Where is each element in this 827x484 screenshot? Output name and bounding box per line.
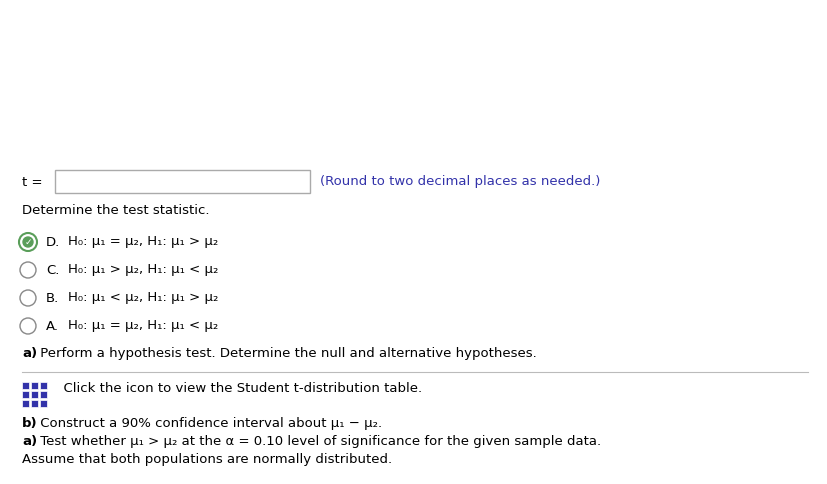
Circle shape [20,290,36,306]
FancyBboxPatch shape [40,400,47,407]
Circle shape [20,262,36,278]
Text: Construct a 90% confidence interval about μ₁ − μ₂.: Construct a 90% confidence interval abou… [36,418,382,430]
Text: Assume that both populations are normally distributed.: Assume that both populations are normall… [22,454,392,467]
Text: Test whether μ₁ > μ₂ at the α = 0.10 level of significance for the given sample : Test whether μ₁ > μ₂ at the α = 0.10 lev… [36,436,600,449]
Text: H₀: μ₁ = μ₂, H₁: μ₁ > μ₂: H₀: μ₁ = μ₂, H₁: μ₁ > μ₂ [68,236,218,248]
Text: Perform a hypothesis test. Determine the null and alternative hypotheses.: Perform a hypothesis test. Determine the… [36,348,536,361]
Circle shape [20,318,36,334]
Text: B.: B. [46,291,60,304]
Text: b): b) [22,418,37,430]
Circle shape [19,233,37,251]
Text: (Round to two decimal places as needed.): (Round to two decimal places as needed.) [319,176,600,188]
FancyBboxPatch shape [40,382,47,389]
Text: ✓: ✓ [24,238,31,246]
FancyBboxPatch shape [40,391,47,398]
Text: H₀: μ₁ > μ₂, H₁: μ₁ < μ₂: H₀: μ₁ > μ₂, H₁: μ₁ < μ₂ [68,263,218,276]
Text: t =: t = [22,176,42,188]
Text: Click the icon to view the Student t-distribution table.: Click the icon to view the Student t-dis… [55,381,422,394]
Text: C.: C. [46,263,60,276]
Text: A.: A. [46,319,59,333]
FancyBboxPatch shape [31,391,38,398]
Text: H₀: μ₁ < μ₂, H₁: μ₁ > μ₂: H₀: μ₁ < μ₂, H₁: μ₁ > μ₂ [68,291,218,304]
Circle shape [23,237,33,247]
FancyBboxPatch shape [55,170,309,193]
Text: a): a) [22,348,37,361]
FancyBboxPatch shape [31,382,38,389]
FancyBboxPatch shape [22,400,29,407]
Text: D.: D. [46,236,60,248]
Text: Determine the test statistic.: Determine the test statistic. [22,203,209,216]
FancyBboxPatch shape [22,382,29,389]
FancyBboxPatch shape [31,400,38,407]
Text: a): a) [22,436,37,449]
Text: H₀: μ₁ = μ₂, H₁: μ₁ < μ₂: H₀: μ₁ = μ₂, H₁: μ₁ < μ₂ [68,319,218,333]
FancyBboxPatch shape [22,391,29,398]
